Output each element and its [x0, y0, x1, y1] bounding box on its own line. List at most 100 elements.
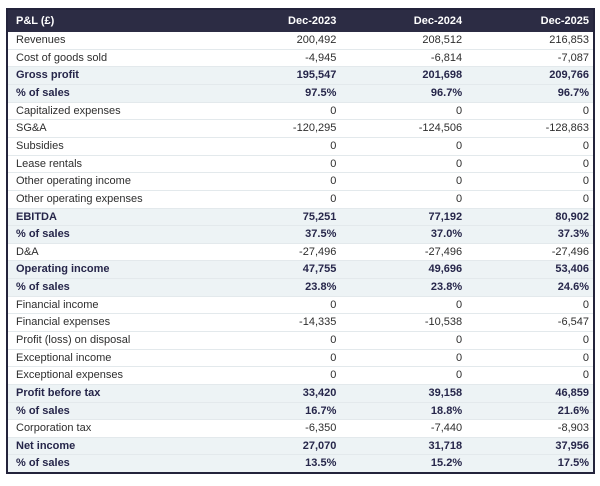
cell-value: -27,496	[247, 243, 345, 262]
cell-value: 0	[470, 349, 593, 368]
cell-value: -6,814	[344, 49, 471, 68]
table-row: % of sales 23.8% 23.8% 24.6%	[8, 278, 593, 297]
cell-value: 80,902	[470, 208, 593, 227]
cell-value: 37.5%	[247, 225, 345, 244]
pnl-table: P&L (£) Dec-2023 Dec-2024 Dec-2025 Reven…	[8, 10, 593, 473]
row-label: Profit before tax	[8, 384, 248, 403]
table-row: Corporation tax -6,350 -7,440 -8,903	[8, 419, 593, 438]
cell-value: 15.2%	[344, 454, 471, 473]
cell-value: 18.8%	[344, 402, 471, 421]
column-header-dec-2025: Dec-2025	[470, 10, 593, 33]
row-label: Profit (loss) on disposal	[8, 331, 248, 350]
cell-value: 0	[344, 102, 471, 121]
cell-value: -6,547	[470, 313, 593, 332]
row-label: Operating income	[8, 260, 248, 280]
cell-value: 37,956	[470, 437, 593, 456]
cell-value: 0	[344, 366, 471, 385]
cell-value: 0	[344, 190, 471, 209]
cell-value: 0	[344, 331, 471, 350]
row-label: Subsidies	[8, 137, 248, 156]
cell-value: 39,158	[344, 384, 471, 403]
row-label: Financial income	[8, 296, 248, 315]
cell-value: 31,718	[344, 437, 471, 456]
cell-value: 0	[470, 296, 593, 315]
table-row: Cost of goods sold -4,945 -6,814 -7,087	[8, 49, 593, 68]
cell-value: 0	[470, 137, 593, 156]
cell-value: -7,087	[470, 49, 593, 68]
table-row: Gross profit 195,547 201,698 209,766	[8, 66, 593, 86]
pnl-table-container: P&L (£) Dec-2023 Dec-2024 Dec-2025 Reven…	[6, 8, 595, 475]
cell-value: 0	[470, 331, 593, 350]
cell-value: -128,863	[470, 119, 593, 138]
cell-value: 0	[344, 296, 471, 315]
table-title-cell: P&L (£)	[8, 10, 248, 33]
cell-value: 0	[344, 137, 471, 156]
row-label: Corporation tax	[8, 419, 248, 438]
cell-value: 16.7%	[247, 402, 345, 421]
table-row: % of sales 37.5% 37.0% 37.3%	[8, 225, 593, 244]
cell-value: -10,538	[344, 313, 471, 332]
column-header-dec-2023: Dec-2023	[247, 10, 345, 33]
cell-value: 46,859	[470, 384, 593, 403]
cell-value: 75,251	[247, 208, 345, 227]
cell-value: 33,420	[247, 384, 345, 403]
cell-value: 0	[247, 137, 345, 156]
table-row: Exceptional income 0 0 0	[8, 349, 593, 368]
row-label: Other operating expenses	[8, 190, 248, 209]
cell-value: 21.6%	[470, 402, 593, 421]
cell-value: -27,496	[344, 243, 471, 262]
cell-value: 0	[247, 331, 345, 350]
table-row: Operating income 47,755 49,696 53,406	[8, 260, 593, 280]
cell-value: 209,766	[470, 66, 593, 86]
row-label: Revenues	[8, 32, 248, 50]
table-row: Revenues 200,492 208,512 216,853	[8, 32, 593, 50]
row-label: Lease rentals	[8, 155, 248, 174]
table-row: Profit (loss) on disposal 0 0 0	[8, 331, 593, 350]
cell-value: 37.3%	[470, 225, 593, 244]
table-row: Subsidies 0 0 0	[8, 137, 593, 156]
row-label: Cost of goods sold	[8, 49, 248, 68]
row-label: Exceptional expenses	[8, 366, 248, 385]
table-body: Revenues 200,492 208,512 216,853 Cost of…	[8, 32, 593, 473]
cell-value: 208,512	[344, 32, 471, 50]
table-row: % of sales 13.5% 15.2% 17.5%	[8, 454, 593, 473]
cell-value: 216,853	[470, 32, 593, 50]
row-label: % of sales	[8, 402, 248, 421]
cell-value: 13.5%	[247, 454, 345, 473]
cell-value: 200,492	[247, 32, 345, 50]
table-row: % of sales 16.7% 18.8% 21.6%	[8, 402, 593, 421]
cell-value: -120,295	[247, 119, 345, 138]
cell-value: -14,335	[247, 313, 345, 332]
cell-value: 77,192	[344, 208, 471, 227]
row-label: Net income	[8, 437, 248, 456]
cell-value: -4,945	[247, 49, 345, 68]
table-row: Capitalized expenses 0 0 0	[8, 102, 593, 121]
cell-value: 24.6%	[470, 278, 593, 297]
cell-value: 0	[247, 366, 345, 385]
cell-value: -6,350	[247, 419, 345, 438]
row-label: % of sales	[8, 454, 248, 473]
row-label: SG&A	[8, 119, 248, 138]
cell-value: 96.7%	[470, 84, 593, 103]
cell-value: 53,406	[470, 260, 593, 280]
column-header-dec-2024: Dec-2024	[344, 10, 471, 33]
table-row: Lease rentals 0 0 0	[8, 155, 593, 174]
row-label: Financial expenses	[8, 313, 248, 332]
cell-value: 97.5%	[247, 84, 345, 103]
cell-value: 0	[470, 155, 593, 174]
cell-value: 0	[470, 172, 593, 191]
table-row: SG&A -120,295 -124,506 -128,863	[8, 119, 593, 138]
cell-value: 0	[247, 349, 345, 368]
cell-value: 0	[470, 102, 593, 121]
cell-value: 0	[247, 155, 345, 174]
cell-value: 23.8%	[247, 278, 345, 297]
table-row: Exceptional expenses 0 0 0	[8, 366, 593, 385]
cell-value: -8,903	[470, 419, 593, 438]
cell-value: -124,506	[344, 119, 471, 138]
table-row: Profit before tax 33,420 39,158 46,859	[8, 384, 593, 403]
cell-value: 0	[470, 366, 593, 385]
row-label: EBITDA	[8, 208, 248, 227]
row-label: Gross profit	[8, 66, 248, 86]
header-row: P&L (£) Dec-2023 Dec-2024 Dec-2025	[8, 10, 593, 33]
row-label: % of sales	[8, 84, 248, 103]
